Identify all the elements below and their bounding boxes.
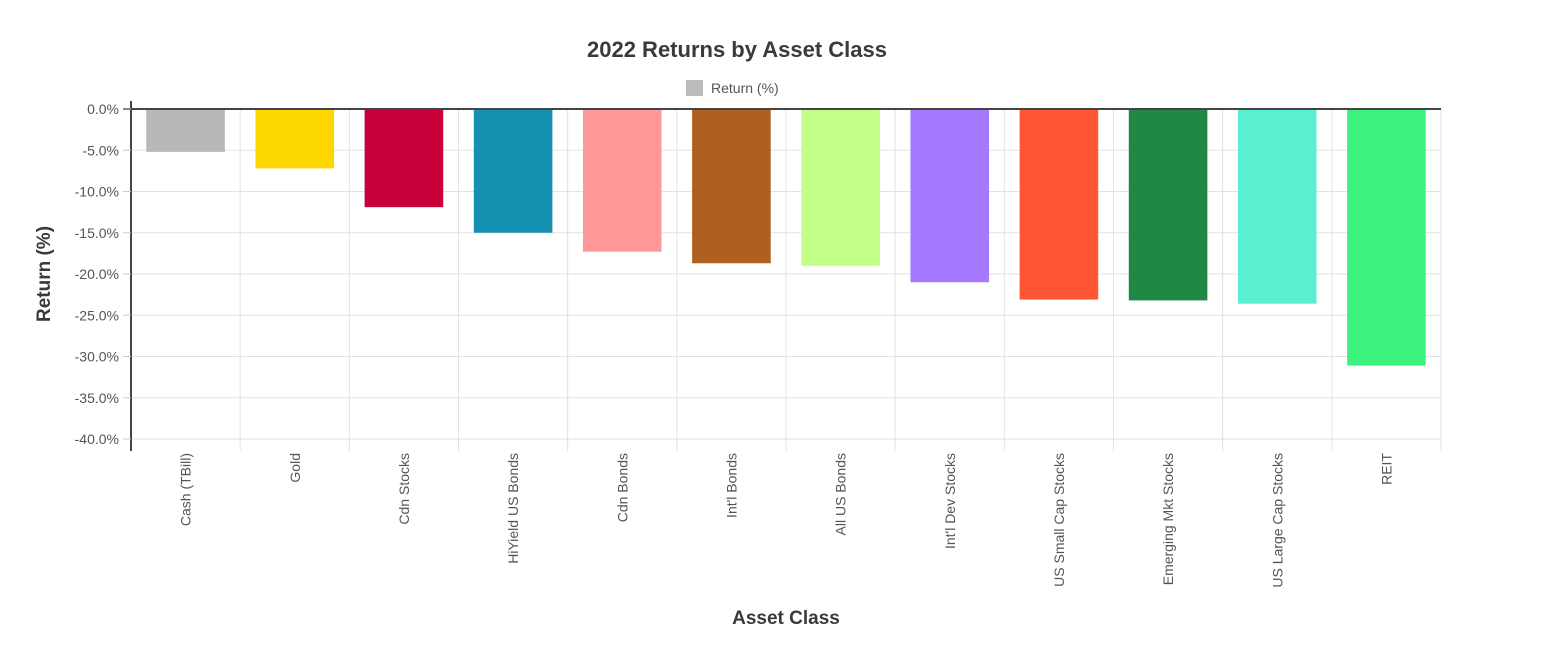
- x-tick-label: Emerging Mkt Stocks: [1160, 453, 1176, 585]
- y-tick-label: -5.0%: [82, 142, 119, 158]
- bar[interactable]: [146, 109, 225, 152]
- bar[interactable]: [801, 109, 880, 266]
- bar[interactable]: [364, 109, 444, 208]
- x-tick-label: US Large Cap Stocks: [1269, 453, 1285, 588]
- x-tick-label: Cdn Stocks: [396, 453, 412, 525]
- x-tick-label: Gold: [287, 453, 303, 483]
- legend-label: Return (%): [711, 80, 779, 96]
- bar[interactable]: [255, 109, 335, 169]
- x-tick-label: REIT: [1378, 453, 1394, 485]
- y-tick-label: 0.0%: [87, 101, 119, 117]
- y-axis-title: Return (%): [34, 226, 55, 322]
- bar[interactable]: [582, 109, 662, 252]
- x-tick-label: Cdn Bonds: [614, 453, 630, 522]
- x-tick-label: Cash (TBill): [178, 453, 194, 526]
- bar[interactable]: [473, 109, 553, 233]
- y-tick-label: -25.0%: [75, 307, 119, 323]
- y-tick-label: -40.0%: [75, 431, 119, 447]
- chart-title: 2022 Returns by Asset Class: [587, 37, 887, 62]
- bar[interactable]: [1347, 109, 1426, 366]
- bar[interactable]: [910, 109, 990, 283]
- legend[interactable]: Return (%): [686, 80, 779, 96]
- x-axis-title: Asset Class: [732, 608, 840, 629]
- bar[interactable]: [1019, 109, 1099, 300]
- bar[interactable]: [1237, 109, 1317, 304]
- y-tick-label: -10.0%: [75, 184, 119, 200]
- y-tick-label: -15.0%: [75, 225, 119, 241]
- bar[interactable]: [1128, 109, 1208, 301]
- x-tick-label: US Small Cap Stocks: [1051, 453, 1067, 587]
- grid-lines: [130, 108, 1442, 451]
- x-tick-label: HiYield US Bonds: [505, 453, 521, 564]
- bars: [146, 109, 1426, 366]
- y-tick-label: -35.0%: [75, 390, 119, 406]
- legend-swatch: [686, 80, 703, 96]
- bar[interactable]: [692, 109, 771, 264]
- x-axis-ticks: Cash (TBill) Gold Cdn Stocks HiYield US Bon…: [178, 453, 1395, 588]
- y-axis-ticks: 0.0% -5.0% -10.0% -15.0% -20.0% -25.0% -30.0% -…: [75, 101, 131, 447]
- x-tick-label: All US Bonds: [833, 453, 849, 535]
- y-tick-label: -30.0%: [75, 349, 119, 365]
- y-tick-label: -20.0%: [75, 266, 119, 282]
- x-tick-label: Int'l Bonds: [723, 453, 739, 518]
- axes: [123, 101, 1441, 451]
- x-tick-label: Int'l Dev Stocks: [942, 453, 958, 549]
